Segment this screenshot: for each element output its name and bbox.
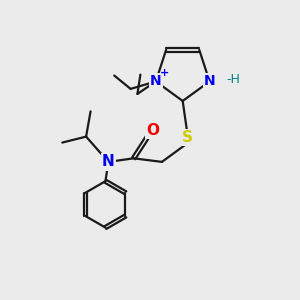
Text: N: N [204,74,215,88]
Text: O: O [146,123,160,138]
Text: N: N [150,74,162,88]
Text: S: S [182,130,193,145]
Text: N: N [102,154,115,169]
Text: +: + [160,68,169,78]
Text: -H: -H [226,73,240,85]
